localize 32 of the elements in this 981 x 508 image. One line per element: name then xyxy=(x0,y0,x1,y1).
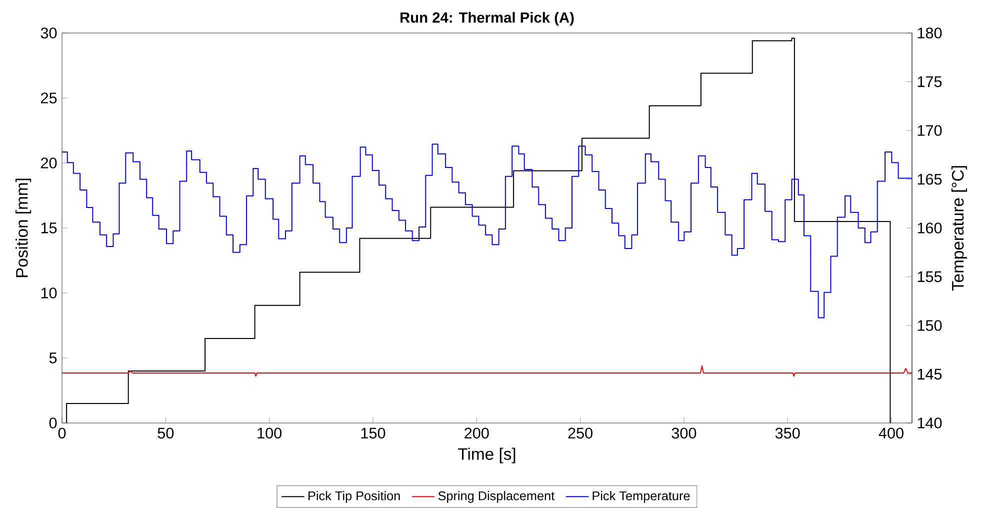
y2-tick-label: 150 xyxy=(918,320,942,331)
y-tick-label: 30 xyxy=(40,28,57,38)
y-tick-label: 10 xyxy=(41,288,57,298)
x-tick-label: 250 xyxy=(568,428,592,439)
y2-tick-label: 175 xyxy=(918,76,942,88)
x-tick-label: 50 xyxy=(158,428,174,439)
legend-label: Pick Tip Position xyxy=(308,491,400,503)
y2-tick-label: 170 xyxy=(918,125,942,136)
x-tick-label: 100 xyxy=(258,428,282,439)
x-axis-title: Time [s] xyxy=(458,448,516,464)
y-tick-label: 15 xyxy=(41,222,57,234)
y2-tick-label: 160 xyxy=(918,222,942,234)
y2-tick-label: 145 xyxy=(918,368,942,380)
y-tick-label: 20 xyxy=(41,158,57,168)
y-tick-label: 0 xyxy=(49,418,57,428)
y2-tick-label: 155 xyxy=(918,271,942,282)
x-tick-label: 400 xyxy=(878,428,904,439)
x-tick-label: 150 xyxy=(361,428,386,439)
x-tick-label: 300 xyxy=(672,428,696,439)
x-tick-label: 200 xyxy=(464,428,489,439)
legend-label: Spring Displacement xyxy=(438,491,554,503)
y-tick-label: 5 xyxy=(49,352,57,364)
y2-tick-label: 165 xyxy=(918,174,942,185)
y-tick-label: 25 xyxy=(41,92,57,104)
y2-tick-label: 140 xyxy=(918,418,942,428)
y2-tick-label: 180 xyxy=(918,28,942,38)
legend-label: Pick Temperature xyxy=(592,491,690,503)
y-axis-title: Position [mm] xyxy=(16,178,32,278)
x-tick-label: 350 xyxy=(775,428,800,439)
y2-axis-title: Temperature [°C] xyxy=(951,166,967,291)
x-tick-label: 0 xyxy=(58,428,66,439)
chart-title: Run 24: Thermal Pick (A) xyxy=(400,12,574,26)
